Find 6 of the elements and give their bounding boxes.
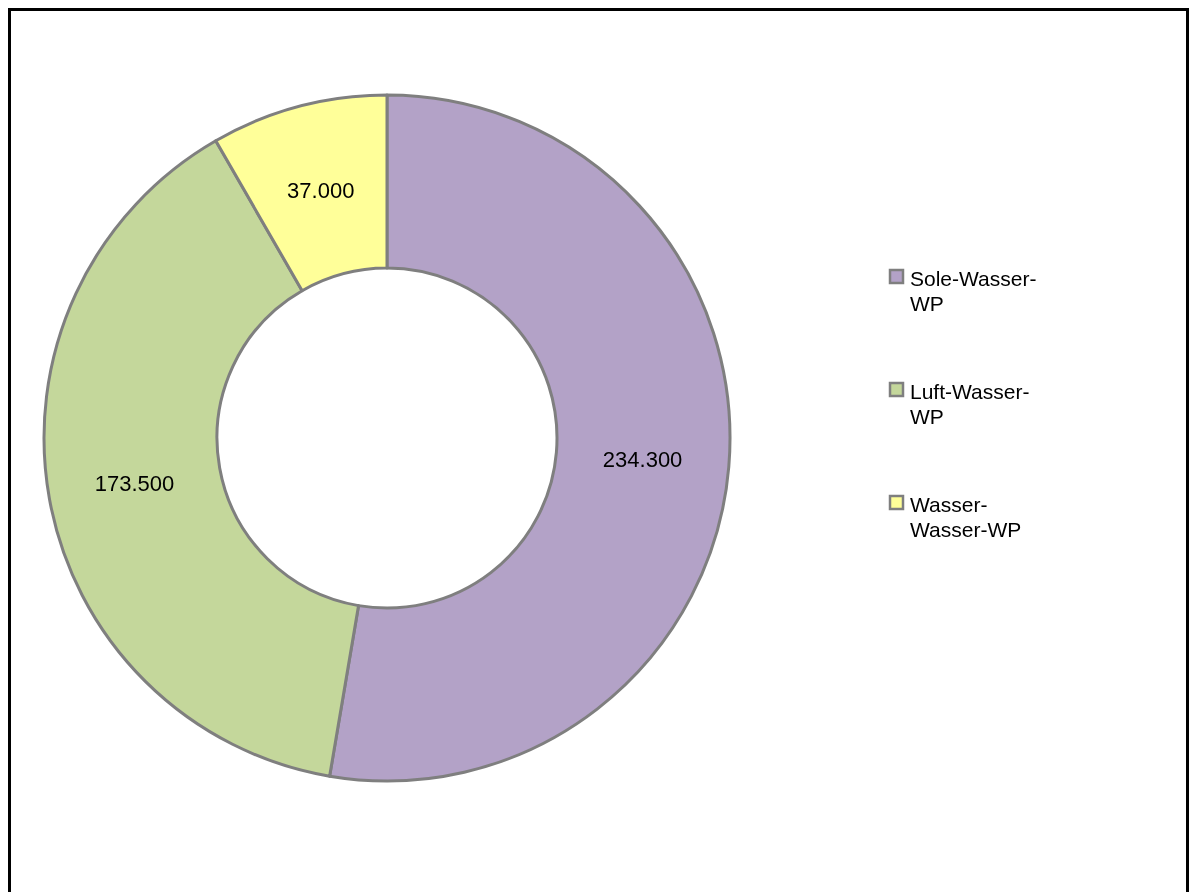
data-label: 234.300 bbox=[602, 447, 683, 473]
legend-label: Luft-Wasser-WP bbox=[910, 379, 1030, 428]
data-label: 37.000 bbox=[287, 177, 355, 203]
legend-label: Wasser-Wasser-WP bbox=[910, 492, 1022, 541]
data-label: 173.500 bbox=[94, 470, 175, 496]
legend-label: Sole-Wasser-WP bbox=[910, 266, 1037, 315]
